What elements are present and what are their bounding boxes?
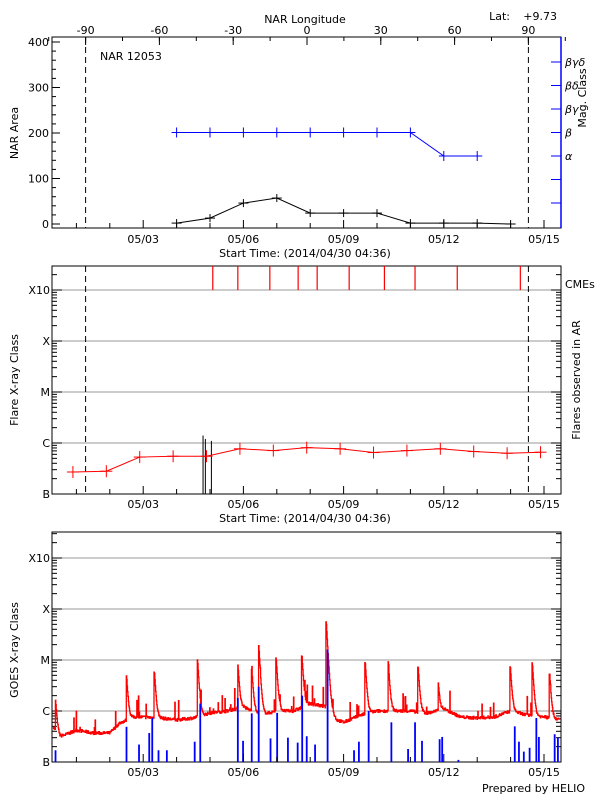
flare-class-data-point xyxy=(501,447,514,460)
y2-axis-label: Mag. Class xyxy=(576,68,589,127)
longitude-tick-label: -90 xyxy=(77,24,95,37)
goes-flux-line xyxy=(52,621,561,738)
flare-class-data-point xyxy=(334,442,347,455)
mag-class-tick-label: β xyxy=(564,127,572,140)
x-tick-label: 05/12 xyxy=(428,498,460,511)
y-tick-label: 400 xyxy=(28,36,49,49)
longitude-tick-label: 30 xyxy=(374,24,388,37)
middle-panel-frame xyxy=(51,265,562,495)
area-data-point xyxy=(205,214,215,223)
area-data-point xyxy=(438,219,449,228)
x-axis-label: Start Time: (2014/04/30 04:36) xyxy=(219,247,391,260)
area-data-point xyxy=(405,219,416,228)
mag-class-tick-label: βγδ xyxy=(564,56,586,69)
x-tick-label: 05/09 xyxy=(328,766,360,779)
bottom-panel-frame xyxy=(51,531,562,763)
longitude-tick-label: -30 xyxy=(224,24,242,37)
y-tick-label: 300 xyxy=(28,82,49,95)
flare-class-data-point xyxy=(300,441,313,454)
mag-class-tick-label: βγ xyxy=(564,103,579,116)
footer-credit: Prepared by HELIO xyxy=(482,782,585,795)
x-tick-label: 05/12 xyxy=(428,766,460,779)
mag-class-data-point xyxy=(271,127,282,138)
y-tick-label: M xyxy=(41,386,51,399)
area-data-point xyxy=(338,209,349,218)
area-data-point xyxy=(238,199,249,208)
flare-class-data-point xyxy=(133,451,146,464)
longitude-tick-label: 60 xyxy=(448,24,462,37)
x-axis-label: Start Time: (2014/04/30 04:36) xyxy=(219,512,391,525)
area-data-point xyxy=(171,219,182,228)
mag-class-tick-label: βδ xyxy=(564,80,579,93)
flare-class-data-point xyxy=(534,446,547,459)
y-tick-label: X10 xyxy=(28,552,50,565)
x-tick-label: 05/15 xyxy=(528,766,560,779)
flare-class-data-point xyxy=(167,450,180,463)
longitude-tick-label: 90 xyxy=(521,24,535,37)
flare-class-data-point xyxy=(367,446,380,459)
mag-class-data-point xyxy=(305,127,316,138)
mag-class-data-point xyxy=(372,127,382,138)
flare-class-data-point xyxy=(400,444,413,457)
area-data-point xyxy=(271,194,282,203)
y2-axis-label: Flares observed in AR xyxy=(570,320,583,440)
cme-label: CMEs xyxy=(565,278,595,291)
y-tick-label: B xyxy=(42,488,50,501)
y-tick-label: 0 xyxy=(42,218,49,231)
mag-class-data-point xyxy=(205,127,215,138)
x-tick-label: 05/09 xyxy=(328,233,360,246)
flare-class-data-point xyxy=(467,445,480,458)
area-data-point xyxy=(472,219,483,228)
mag-class-data-point xyxy=(171,127,182,138)
x-tick-label: 05/06 xyxy=(228,766,260,779)
mag-class-data-point xyxy=(338,127,349,138)
y-tick-label: X10 xyxy=(28,284,50,297)
y-tick-label: 100 xyxy=(28,173,49,186)
x-tick-label: 05/03 xyxy=(127,498,159,511)
mag-class-data-point xyxy=(438,151,449,161)
y-axis-label: GOES X-ray Class xyxy=(8,602,21,698)
mag-class-data-point xyxy=(238,127,249,138)
x-tick-label: 05/12 xyxy=(428,233,460,246)
x-tick-label: 05/06 xyxy=(228,498,260,511)
x-tick-label: 05/03 xyxy=(127,766,159,779)
longitude-tick-label: 0 xyxy=(304,24,311,37)
x-tick-label: 05/06 xyxy=(228,233,260,246)
y-tick-label: C xyxy=(42,705,50,718)
flare-class-data-point xyxy=(66,466,79,479)
lat-value: +9.73 xyxy=(523,10,557,23)
area-data-point xyxy=(372,209,382,218)
y-axis-label: NAR Area xyxy=(8,107,21,159)
top-axis-label: NAR Longitude xyxy=(264,13,346,26)
flare-class-data-point xyxy=(200,450,213,463)
y-tick-label: M xyxy=(41,654,51,667)
area-data-point xyxy=(505,220,516,228)
longitude-tick-label: -60 xyxy=(150,24,168,37)
y-tick-label: 200 xyxy=(28,127,49,140)
flare-class-data-point xyxy=(100,465,113,478)
mag-class-tick-label: α xyxy=(565,150,573,163)
y-tick-label: X xyxy=(42,335,50,348)
mag-class-data-point xyxy=(405,127,416,138)
x-tick-label: 05/03 xyxy=(127,233,159,246)
mag-class-series-line xyxy=(176,132,478,157)
flare-class-data-point xyxy=(267,444,280,457)
mag-class-data-point xyxy=(472,151,483,161)
flare-class-data-point xyxy=(434,442,447,455)
y-tick-label: B xyxy=(42,756,50,769)
x-tick-label: 05/15 xyxy=(528,233,560,246)
x-tick-label: 05/15 xyxy=(528,498,560,511)
flare-class-data-point xyxy=(233,442,246,455)
y-tick-label: C xyxy=(42,437,50,450)
y-axis-label: Flare X-ray Class xyxy=(8,334,21,426)
x-tick-label: 05/09 xyxy=(328,498,360,511)
area-data-point xyxy=(305,209,316,218)
y-tick-label: X xyxy=(42,603,50,616)
lat-label: Lat: xyxy=(489,10,510,23)
plot-title: NAR 12053 xyxy=(100,50,162,63)
